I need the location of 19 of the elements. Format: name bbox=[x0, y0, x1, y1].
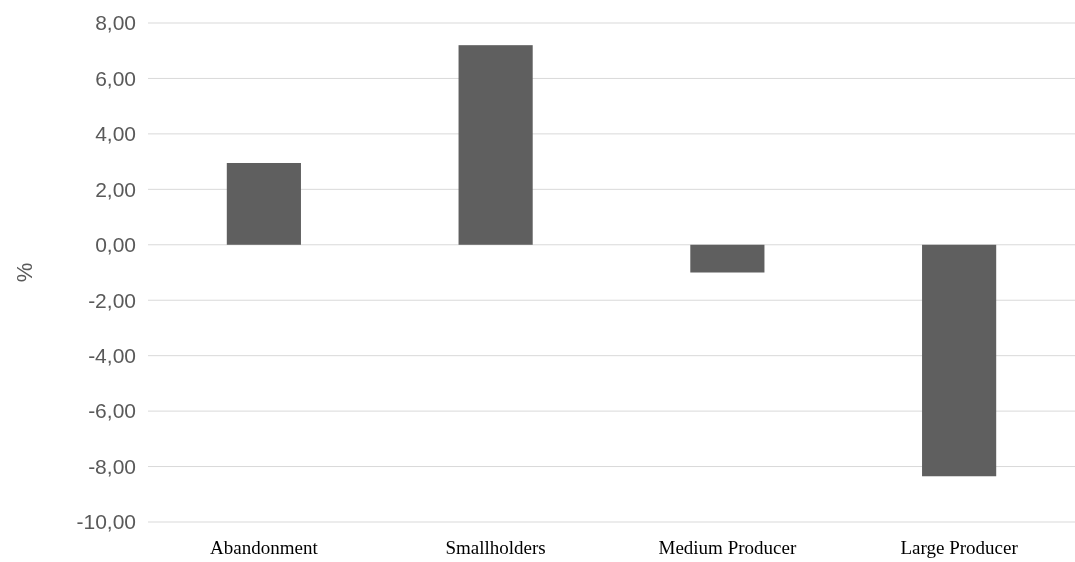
bar bbox=[922, 244, 997, 477]
y-tick-label: 8,00 bbox=[95, 11, 136, 35]
y-tick-label: -10,00 bbox=[76, 510, 136, 534]
y-tick-label: 4,00 bbox=[95, 122, 136, 146]
bar bbox=[226, 163, 301, 245]
x-tick-label: Medium Producer bbox=[658, 537, 797, 558]
x-tick-label: Large Producer bbox=[900, 537, 1019, 558]
x-tick-label: Smallholders bbox=[445, 537, 546, 558]
y-tick-label: 0,00 bbox=[95, 233, 136, 257]
y-tick-label: -4,00 bbox=[88, 344, 136, 368]
x-tick-label: Abandonment bbox=[210, 537, 319, 558]
y-axis-title: % bbox=[12, 262, 37, 283]
bar bbox=[690, 244, 765, 273]
y-tick-label: -2,00 bbox=[88, 288, 136, 312]
y-tick-label: 6,00 bbox=[95, 66, 136, 90]
y-tick-label: 2,00 bbox=[95, 177, 136, 201]
y-tick-label: -6,00 bbox=[88, 399, 136, 423]
y-tick-label: -8,00 bbox=[88, 454, 136, 478]
bar bbox=[458, 45, 533, 245]
